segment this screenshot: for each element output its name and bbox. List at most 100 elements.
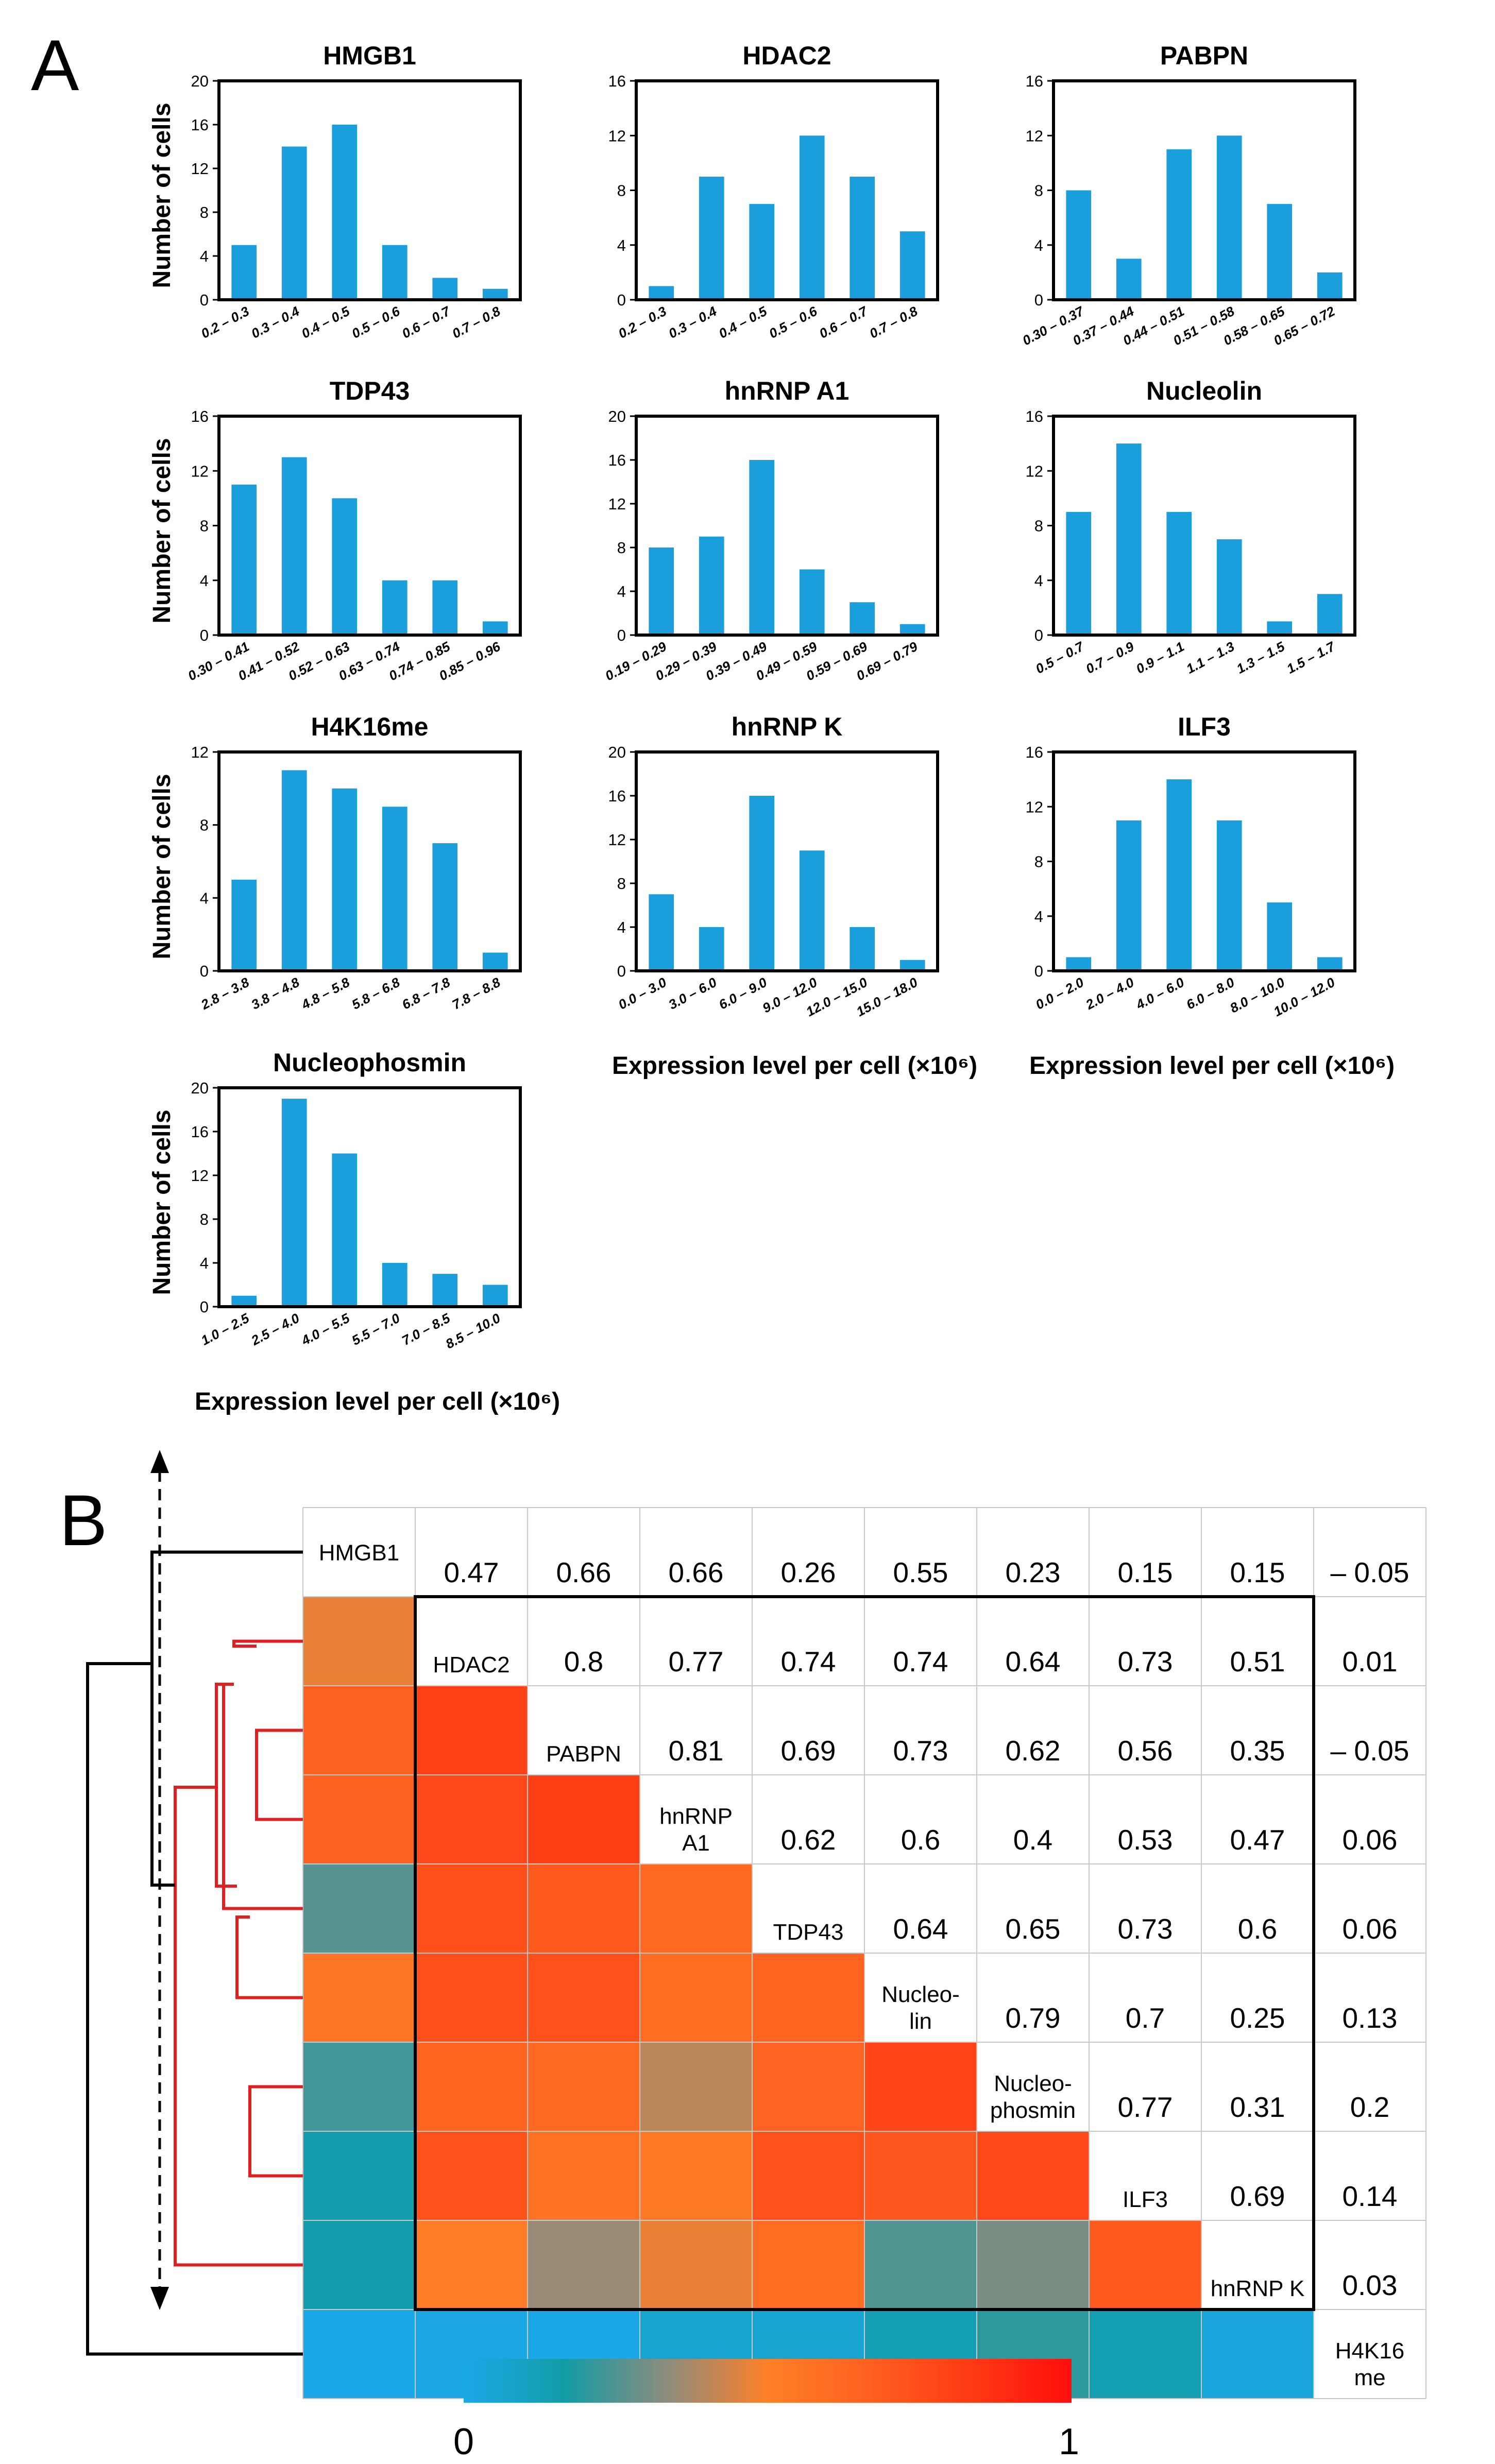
bar bbox=[1317, 594, 1343, 635]
heat-cell bbox=[303, 1597, 415, 1686]
heat-cell bbox=[640, 2042, 752, 2131]
corr-value: 0.26 bbox=[780, 1556, 836, 1588]
y-tick-label: 8 bbox=[617, 875, 626, 893]
bar bbox=[749, 460, 775, 635]
x-tick-label: 4.8 – 5.8 bbox=[298, 974, 352, 1013]
corr-value: 0.23 bbox=[1005, 1556, 1060, 1588]
heat-cell bbox=[415, 1953, 528, 2042]
colorbar-max-label: 1 bbox=[1059, 2421, 1079, 2462]
colorbar-min-label: 0 bbox=[453, 2421, 474, 2462]
bar bbox=[482, 288, 508, 300]
bar bbox=[281, 457, 307, 635]
bar bbox=[850, 176, 875, 300]
corr-value: 0.01 bbox=[1342, 1646, 1397, 1678]
bar bbox=[231, 879, 257, 971]
diagonal-label: H4K16 bbox=[1335, 2338, 1405, 2364]
bar bbox=[1317, 272, 1343, 300]
heat-cell bbox=[752, 2220, 864, 2309]
y-tick-label: 4 bbox=[617, 583, 626, 601]
bar bbox=[1317, 957, 1343, 971]
x-tick-label: 1.1 – 1.3 bbox=[1184, 639, 1237, 677]
y-tick-label: 8 bbox=[200, 1210, 209, 1228]
bar bbox=[382, 807, 407, 971]
x-tick-label: 0.3 – 0.4 bbox=[666, 303, 720, 341]
dendrogram-branch bbox=[248, 2085, 303, 2178]
x-tick-label: 8.5 – 10.0 bbox=[443, 1310, 503, 1352]
heat-cell bbox=[303, 1953, 415, 2042]
x-tick-label: 0.4 – 0.5 bbox=[716, 303, 770, 341]
bar bbox=[281, 770, 307, 971]
diagonal-label: phosmin bbox=[990, 2098, 1076, 2123]
heat-cell bbox=[303, 1686, 415, 1775]
y-tick-label: 8 bbox=[200, 203, 209, 221]
dendrogram-branch bbox=[215, 1683, 237, 1888]
y-axis-label: Number of cells bbox=[148, 1109, 176, 1295]
chart-title: ILF3 bbox=[1178, 712, 1231, 741]
x-tick-label: 1.3 – 1.5 bbox=[1234, 639, 1287, 677]
diagonal-label: ILF3 bbox=[1123, 2187, 1168, 2212]
heat-cell bbox=[977, 2220, 1089, 2309]
y-tick-label: 4 bbox=[200, 572, 209, 590]
heat-cell bbox=[752, 1953, 864, 2042]
y-tick-label: 8 bbox=[617, 539, 626, 557]
chart-title: Nucleolin bbox=[1146, 377, 1262, 405]
corr-value: 0.74 bbox=[893, 1646, 948, 1678]
bar bbox=[332, 125, 358, 300]
y-axis-label: Number of cells bbox=[148, 774, 176, 959]
heat-cell bbox=[752, 2042, 864, 2131]
y-tick-label: 16 bbox=[1026, 72, 1043, 90]
y-tick-label: 16 bbox=[608, 72, 626, 90]
x-tick-label: 4.0 – 5.5 bbox=[298, 1310, 352, 1349]
heat-cell bbox=[640, 2220, 752, 2309]
chart-title: hnRNP K bbox=[732, 712, 843, 741]
bar bbox=[432, 843, 458, 971]
bar bbox=[899, 624, 925, 635]
x-tick-label: 4.0 – 6.0 bbox=[1133, 974, 1187, 1013]
heat-cell bbox=[1201, 2309, 1314, 2399]
corr-value: 0.47 bbox=[444, 1556, 499, 1588]
corr-value: 0.66 bbox=[668, 1556, 723, 1588]
panel-label-b: B bbox=[59, 1480, 107, 1561]
y-tick-label: 0 bbox=[200, 291, 209, 309]
bar bbox=[699, 536, 724, 635]
heat-cell bbox=[415, 1775, 528, 1864]
diagonal-label: HMGB1 bbox=[319, 1541, 399, 1566]
corr-value: – 0.05 bbox=[1331, 1735, 1409, 1767]
heat-cell bbox=[640, 1953, 752, 2042]
x-tick-label: 0.6 – 0.7 bbox=[399, 303, 453, 341]
bar bbox=[1166, 511, 1192, 635]
x-tick-label: 0.5 – 0.6 bbox=[349, 303, 403, 341]
bar bbox=[382, 1263, 407, 1307]
y-tick-label: 20 bbox=[191, 1079, 209, 1097]
x-tick-label: 5.5 – 7.0 bbox=[349, 1310, 403, 1348]
heat-cell bbox=[303, 2042, 415, 2131]
y-tick-label: 0 bbox=[200, 1298, 209, 1316]
heat-cell bbox=[640, 2131, 752, 2220]
x-tick-label: 2.0 – 4.0 bbox=[1083, 974, 1137, 1013]
plot-frame bbox=[1052, 79, 1356, 301]
bar bbox=[382, 580, 407, 635]
cluster-outline bbox=[414, 1595, 1315, 2311]
heat-cell bbox=[415, 2131, 528, 2220]
corr-value: 0.79 bbox=[1005, 2002, 1060, 2034]
bar bbox=[649, 894, 674, 971]
corr-value: 0.8 bbox=[564, 1646, 603, 1678]
diagonal-label: TDP43 bbox=[773, 1920, 844, 1945]
bar bbox=[231, 245, 257, 300]
corr-value: 0.65 bbox=[1005, 1913, 1060, 1945]
y-tick-label: 4 bbox=[617, 236, 626, 254]
bar bbox=[1166, 779, 1192, 971]
bar bbox=[382, 245, 407, 300]
y-tick-label: 8 bbox=[1034, 853, 1043, 871]
x-tick-label: 3.8 – 4.8 bbox=[249, 974, 302, 1013]
bar bbox=[1066, 957, 1092, 971]
corr-value: 0.73 bbox=[893, 1735, 948, 1767]
x-axis-label: Expression level per cell (×10⁶) bbox=[1029, 1052, 1395, 1080]
y-tick-label: 12 bbox=[608, 127, 626, 145]
bar bbox=[799, 569, 825, 635]
y-tick-label: 8 bbox=[1034, 517, 1043, 535]
